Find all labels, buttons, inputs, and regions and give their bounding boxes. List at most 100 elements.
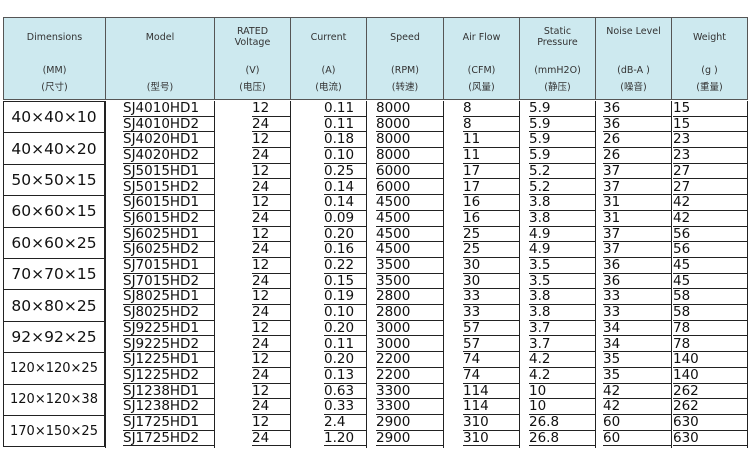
header-title: Current bbox=[310, 32, 347, 43]
header-title: Weight bbox=[692, 32, 727, 43]
table-cell: 24 bbox=[252, 431, 290, 447]
table-cell: 0.14 bbox=[324, 195, 366, 211]
table-cell: 0.20 bbox=[324, 352, 366, 368]
table-cell: 24 bbox=[252, 211, 290, 227]
table-cell: 0.18 bbox=[324, 132, 366, 149]
table-cell: SJ4010HD1 bbox=[123, 101, 214, 117]
column-header: Speed (RPM) (转速) bbox=[366, 17, 444, 100]
table-cell: 262 bbox=[673, 399, 747, 415]
column-divider bbox=[443, 101, 444, 449]
table-cell: 24 bbox=[252, 242, 290, 258]
table-cell: 0.11 bbox=[324, 337, 366, 353]
header-unit: (MM) bbox=[42, 65, 67, 76]
table-cell: 24 bbox=[252, 399, 290, 415]
table-cell: 16 bbox=[463, 211, 519, 227]
table-cell: 8000 bbox=[376, 132, 443, 149]
dimension-cell: 120×120×25 bbox=[3, 352, 105, 385]
table-cell: 27 bbox=[673, 164, 747, 180]
table-cell: 12 bbox=[252, 164, 290, 180]
table-cell: 4500 bbox=[376, 211, 443, 227]
table-cell: 12 bbox=[252, 101, 290, 117]
table-cell: 3000 bbox=[376, 321, 443, 337]
dimension-cell: 170×150×25 bbox=[3, 415, 105, 448]
table-cell: SJ1725HD2 bbox=[123, 431, 214, 447]
table-cell: SJ6015HD2 bbox=[123, 211, 214, 227]
table-cell: 10 bbox=[529, 399, 595, 415]
table-cell: 17 bbox=[463, 180, 519, 196]
table-cell: 23 bbox=[673, 148, 747, 164]
table-cell: 26.8 bbox=[529, 431, 595, 447]
table-cell: SJ1725HD1 bbox=[123, 415, 214, 431]
header-unit: (A) bbox=[321, 65, 336, 76]
header-unit: (CFM) bbox=[467, 65, 496, 76]
table-cell: 8000 bbox=[376, 117, 443, 133]
table-cell: 2900 bbox=[376, 415, 443, 431]
header-unit: (g ) bbox=[701, 65, 718, 76]
table-cell: 5.9 bbox=[529, 117, 595, 133]
table-cell: 5.2 bbox=[529, 180, 595, 196]
table-cell: 33 bbox=[603, 305, 671, 321]
table-cell: SJ7015HD1 bbox=[123, 258, 214, 274]
table-cell: 3.7 bbox=[529, 321, 595, 337]
dimension-cell: 40×40×10 bbox=[3, 101, 105, 134]
table-cell: 0.10 bbox=[324, 305, 366, 321]
header-unit: (mmH2O) bbox=[534, 65, 581, 76]
table-cell: 34 bbox=[603, 337, 671, 353]
table-cell: 3500 bbox=[376, 258, 443, 274]
header-cn: (电流) bbox=[315, 82, 342, 93]
column-header: Current (A) (电流) bbox=[290, 17, 367, 100]
header-title: Speed bbox=[390, 32, 420, 43]
header-unit: (V) bbox=[245, 65, 260, 76]
table-cell: 30 bbox=[463, 274, 519, 290]
table-cell: 42 bbox=[603, 399, 671, 415]
column-divider bbox=[290, 101, 291, 449]
table-cell: SJ4010HD2 bbox=[123, 117, 214, 133]
table-cell: 26.8 bbox=[529, 415, 595, 431]
table-cell: 5.9 bbox=[529, 148, 595, 164]
column-divider bbox=[366, 101, 367, 449]
table-cell: 35 bbox=[603, 352, 671, 368]
table-cell: 30 bbox=[463, 258, 519, 274]
table-cell: 4500 bbox=[376, 242, 443, 258]
table-cell: 0.13 bbox=[324, 368, 366, 384]
table-cell: 2200 bbox=[376, 352, 443, 368]
column-divider bbox=[595, 101, 596, 449]
table-cell: 24 bbox=[252, 274, 290, 290]
column-divider bbox=[105, 101, 106, 449]
header-title: Model bbox=[145, 32, 175, 43]
header-cn: (型号) bbox=[146, 82, 174, 93]
table-cell: SJ6015HD1 bbox=[123, 195, 214, 211]
header-title: RATED Voltage bbox=[234, 26, 271, 48]
table-cell: 6000 bbox=[376, 164, 443, 180]
header-title: Air Flow bbox=[462, 32, 501, 43]
table-cell: 0.20 bbox=[324, 321, 366, 337]
table-cell: 3000 bbox=[376, 337, 443, 353]
table-cell: 2800 bbox=[376, 305, 443, 321]
table-cell: 78 bbox=[673, 337, 747, 353]
header-cn: (风量) bbox=[468, 82, 495, 93]
column-header: RATED Voltage (V) (电压) bbox=[214, 17, 291, 100]
header-cn: (噪音) bbox=[620, 82, 647, 93]
dimension-cell: 50×50×15 bbox=[3, 163, 105, 197]
table-cell: 3.8 bbox=[529, 289, 595, 306]
table-cell: 0.11 bbox=[324, 117, 366, 133]
table-cell: 0.15 bbox=[324, 274, 366, 290]
column-header: Dimensions (MM) (尺寸) bbox=[3, 17, 106, 100]
table-cell: 36 bbox=[603, 274, 671, 290]
table-cell: 630 bbox=[673, 431, 747, 447]
table-cell: 36 bbox=[603, 101, 671, 117]
table-cell: 12 bbox=[252, 258, 290, 274]
table-cell: 8 bbox=[463, 117, 519, 133]
table-cell: SJ1225HD2 bbox=[123, 368, 214, 384]
header-cn: (电压) bbox=[239, 82, 266, 93]
table-cell: 31 bbox=[603, 211, 671, 227]
table-cell: 24 bbox=[252, 305, 290, 321]
table-cell: 114 bbox=[463, 399, 519, 415]
table-cell: 42 bbox=[673, 211, 747, 227]
table-cell: 2900 bbox=[376, 431, 443, 447]
table-cell: 11 bbox=[463, 132, 519, 149]
table-cell: 310 bbox=[463, 431, 519, 447]
table-cell: 35 bbox=[603, 368, 671, 384]
table-cell: 3.7 bbox=[529, 337, 595, 353]
dimension-cell: 120×120×38 bbox=[3, 383, 105, 416]
